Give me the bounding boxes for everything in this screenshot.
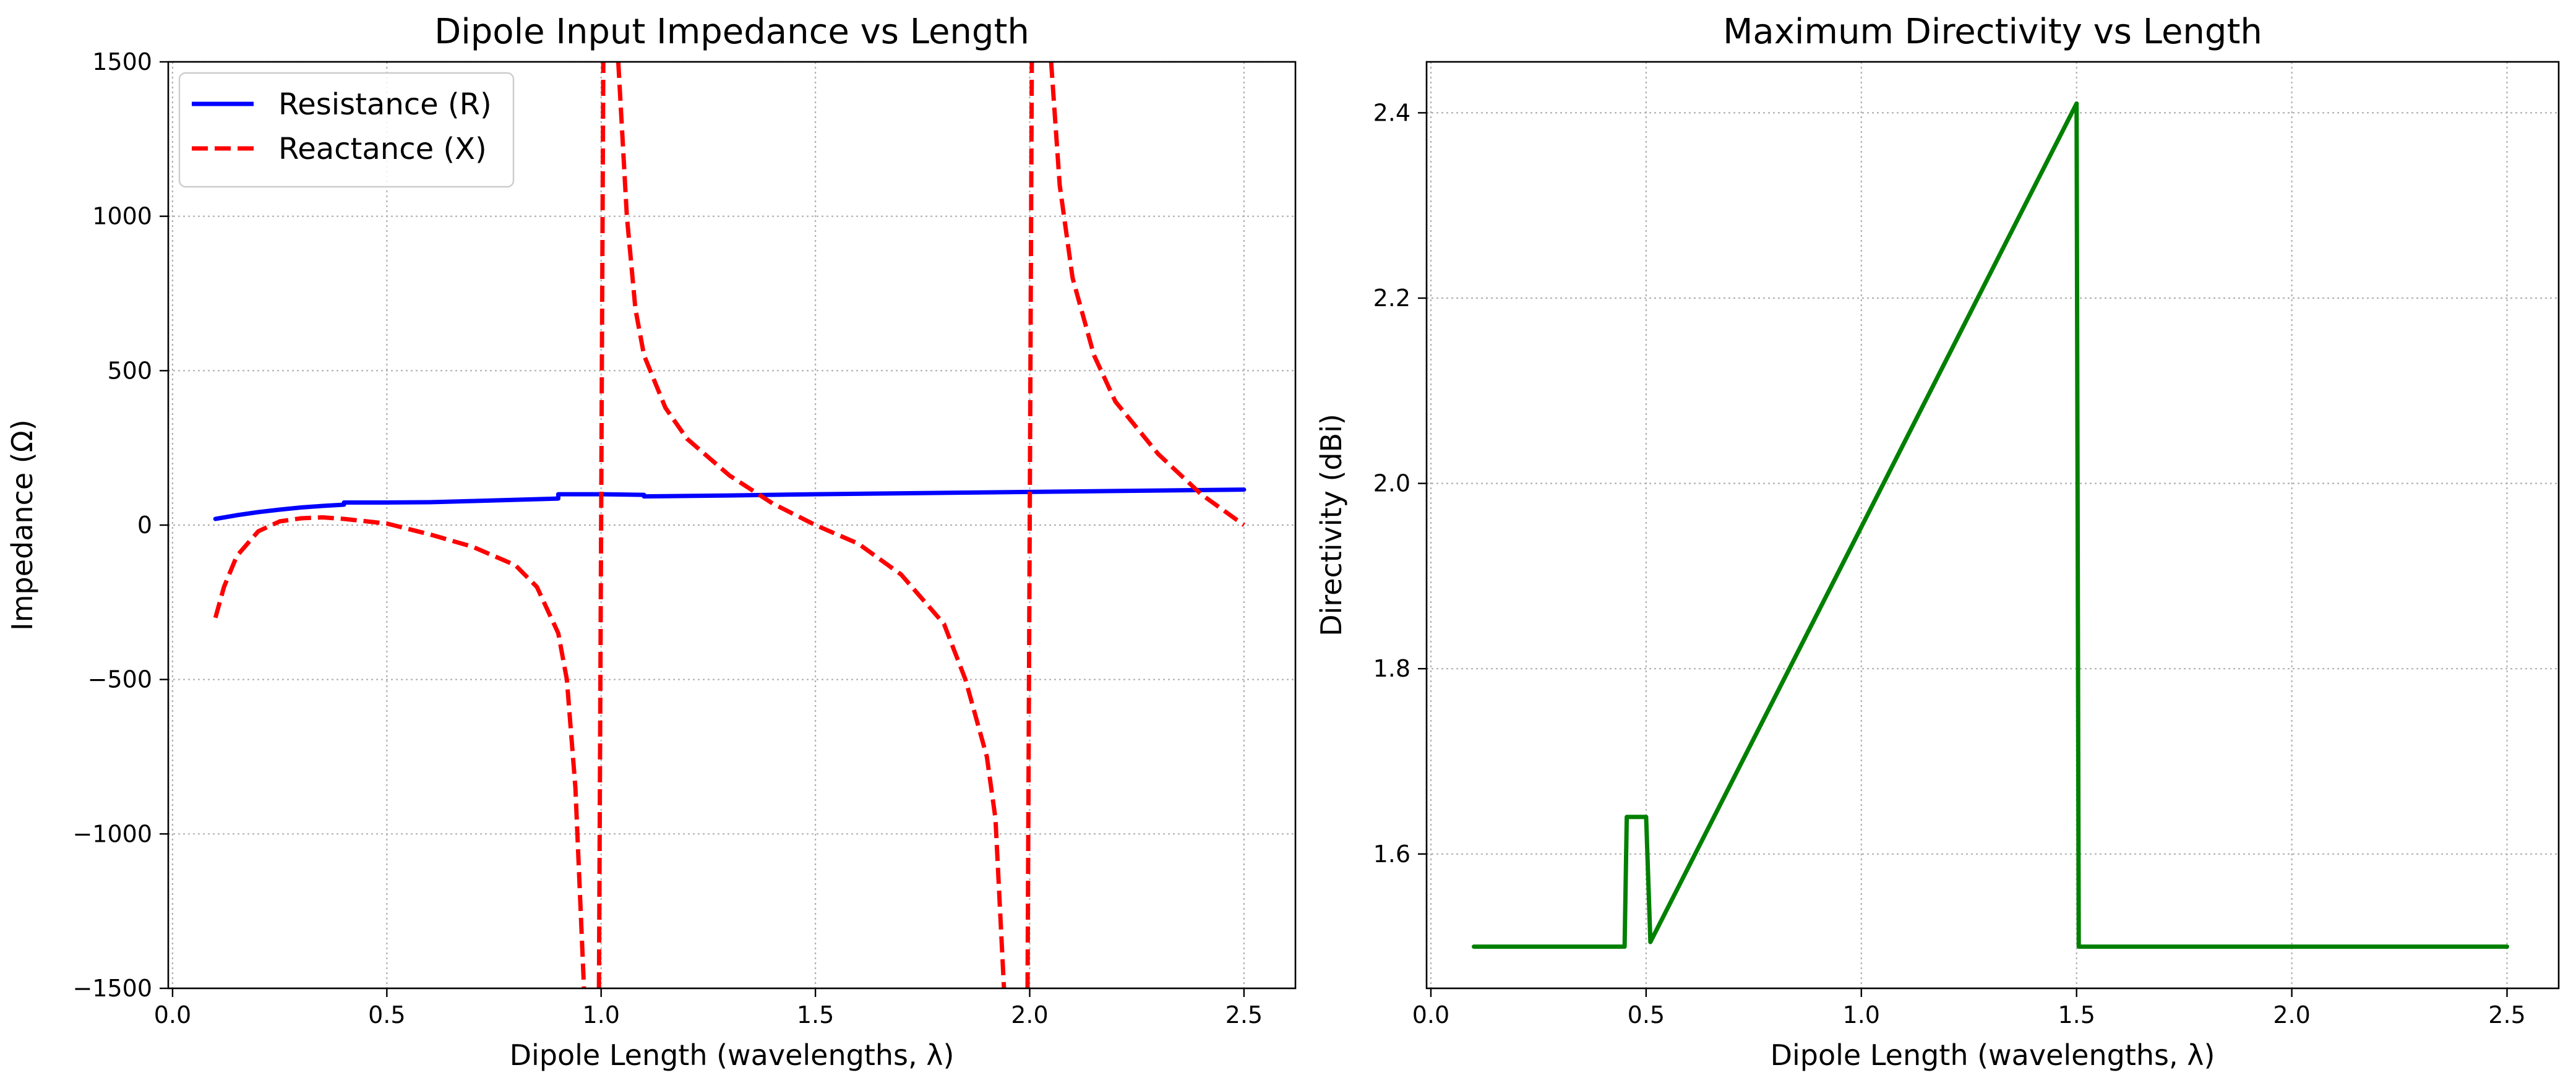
x-tick-label: 0.5: [1628, 1001, 1665, 1029]
series-group: [1472, 101, 2509, 949]
x-tick-label: 1.5: [797, 1001, 834, 1029]
legend-label: Reactance (X): [278, 132, 487, 166]
x-tick-label: 2.5: [2488, 1001, 2525, 1029]
series-line: [616, 62, 1007, 988]
x-tick-label: 2.0: [2273, 1001, 2310, 1029]
x-tick-label: 0.0: [154, 1001, 191, 1029]
directivity-chart: 0.0 0.5 1.0 1.5 2.0 2.5 1.6 1.8 2.0 2.2 2.4 Maximum…: [1315, 12, 2560, 1072]
x-tick-label: 0.0: [1412, 1001, 1449, 1029]
series-line: [213, 487, 1247, 521]
x-tick-label: 0.5: [368, 1001, 405, 1029]
y-axis-label: Directivity (dBi): [1315, 414, 1348, 636]
y-axis-label: Impedance (Ω): [6, 419, 39, 631]
y-tick-label: −500: [88, 666, 152, 693]
legend-box: [178, 72, 515, 188]
series-line: [213, 515, 586, 988]
y-tick-label: 0: [137, 511, 152, 539]
impedance-chart: 0.0 0.5 1.0 1.5 2.0 2.5 −1500 −1000 −500 0 500 1000…: [6, 12, 1297, 1072]
y-tick-label: 1000: [92, 203, 152, 230]
legend-label: Resistance (R): [278, 87, 492, 122]
y-tick-label: 1.6: [1373, 841, 1410, 868]
y-tick-label: −1000: [72, 820, 152, 847]
x-tick-label: 1.0: [1843, 1001, 1880, 1029]
y-tick-label: 2.4: [1373, 99, 1410, 126]
chart-title: Maximum Directivity vs Length: [1723, 12, 2262, 52]
series-line: [1025, 62, 1034, 988]
x-axis-label: Dipole Length (wavelengths, λ): [1771, 1038, 2215, 1072]
axes-frame: [1425, 61, 2560, 990]
y-tick-label: 1.8: [1373, 655, 1410, 682]
x-tick-label: 1.5: [2058, 1001, 2095, 1029]
x-tick-label: 2.5: [1226, 1001, 1263, 1029]
chart-title: Dipole Input Impedance vs Length: [434, 12, 1029, 52]
legend: Resistance (R) Reactance (X): [178, 72, 515, 188]
series-line: [1472, 101, 2509, 949]
series-line: [1049, 62, 1245, 527]
x-axis-label: Dipole Length (wavelengths, λ): [510, 1038, 955, 1072]
y-tick-label: 1500: [92, 48, 152, 75]
series-line: [596, 62, 606, 988]
series-group: [213, 62, 1247, 988]
y-tick-label: −1500: [72, 975, 152, 1002]
y-tick-label: 500: [107, 357, 152, 384]
y-tick-label: 2.0: [1373, 470, 1410, 497]
x-tick-label: 2.0: [1011, 1001, 1048, 1029]
y-tick-label: 2.2: [1373, 285, 1410, 312]
x-tick-label: 1.0: [582, 1001, 619, 1029]
